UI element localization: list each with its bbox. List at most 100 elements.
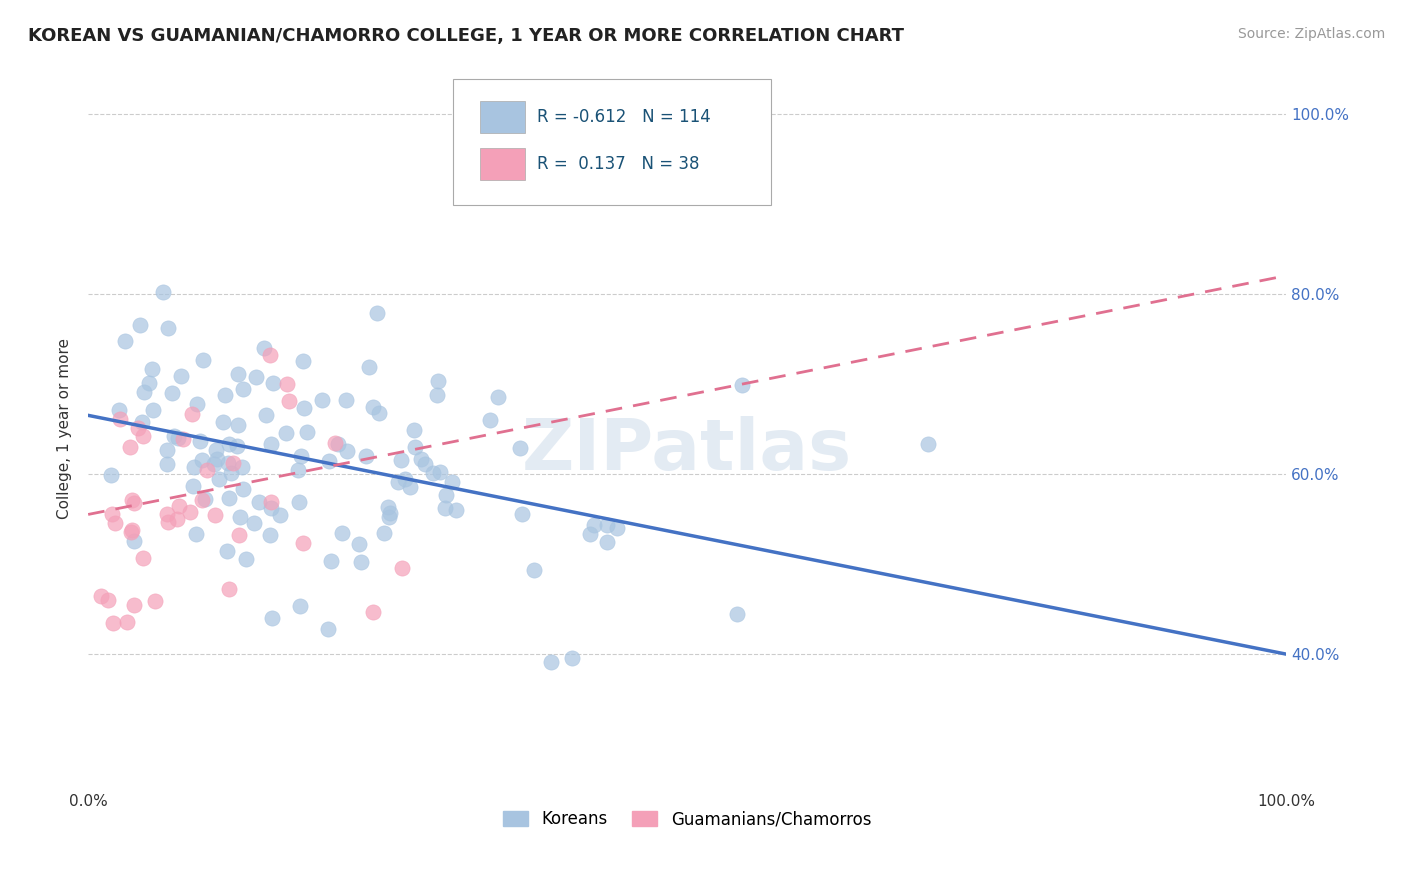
Point — [399, 480, 422, 494]
Point — [117, 615, 139, 629]
Point — [173, 432, 195, 446]
Point — [108, 412, 131, 426]
Point — [183, 459, 205, 474]
Point — [181, 408, 204, 422]
Point — [316, 622, 339, 636]
Point — [218, 491, 240, 505]
Point — [290, 449, 312, 463]
Point — [429, 465, 451, 479]
Point — [215, 544, 238, 558]
Point — [204, 457, 226, 471]
Point — [222, 457, 245, 471]
Point — [373, 526, 395, 541]
Point — [288, 494, 311, 508]
Point — [318, 453, 340, 467]
Point — [204, 508, 226, 522]
Point — [523, 563, 546, 577]
Point — [440, 475, 463, 490]
Point — [132, 550, 155, 565]
Point — [391, 561, 413, 575]
Point — [292, 401, 315, 416]
Point — [127, 421, 149, 435]
Text: KOREAN VS GUAMANIAN/CHAMORRO COLLEGE, 1 YEAR OR MORE CORRELATION CHART: KOREAN VS GUAMANIAN/CHAMORRO COLLEGE, 1 … — [28, 27, 904, 45]
Point — [156, 508, 179, 522]
Point — [311, 393, 333, 408]
Point — [160, 385, 183, 400]
Point — [366, 305, 388, 319]
Point — [731, 378, 754, 392]
Point — [156, 457, 179, 471]
Point — [219, 466, 242, 480]
Point — [232, 482, 254, 496]
Legend: Koreans, Guamanians/Chamorros: Koreans, Guamanians/Chamorros — [496, 804, 877, 835]
Point — [287, 463, 309, 477]
Point — [120, 440, 142, 454]
Point — [262, 611, 284, 625]
Text: Source: ZipAtlas.com: Source: ZipAtlas.com — [1237, 27, 1385, 41]
Point — [540, 655, 562, 669]
Point — [243, 516, 266, 530]
Point — [163, 428, 186, 442]
Point — [276, 425, 298, 440]
Point — [389, 453, 412, 467]
Y-axis label: College, 1 year or more: College, 1 year or more — [58, 338, 72, 519]
Text: R = -0.612   N = 114: R = -0.612 N = 114 — [537, 108, 711, 126]
Point — [190, 493, 212, 508]
Point — [259, 527, 281, 541]
Point — [402, 423, 425, 437]
Point — [132, 428, 155, 442]
Point — [166, 511, 188, 525]
Point — [394, 472, 416, 486]
Point — [486, 390, 509, 404]
Point — [128, 318, 150, 332]
Point — [218, 436, 240, 450]
Point — [152, 285, 174, 299]
Point — [254, 408, 277, 422]
Point — [156, 443, 179, 458]
Point — [143, 594, 166, 608]
Point — [212, 415, 235, 429]
Point — [228, 527, 250, 541]
Point — [157, 515, 180, 529]
Point — [226, 418, 249, 433]
Point — [262, 376, 284, 390]
Point — [217, 456, 239, 470]
Point — [260, 437, 283, 451]
Point — [606, 521, 628, 535]
Point — [411, 451, 433, 466]
Point — [434, 488, 457, 502]
Point — [122, 534, 145, 549]
Point — [509, 441, 531, 455]
Point — [218, 582, 240, 596]
Point — [361, 605, 384, 619]
Point — [122, 598, 145, 612]
Point — [169, 499, 191, 513]
Point — [260, 495, 283, 509]
Point — [101, 507, 124, 521]
Point — [121, 523, 143, 537]
FancyBboxPatch shape — [479, 101, 526, 134]
Point — [226, 367, 249, 381]
Point — [330, 525, 353, 540]
Point — [404, 440, 426, 454]
Point — [319, 554, 342, 568]
Point — [186, 397, 208, 411]
Point — [422, 466, 444, 480]
Point — [354, 449, 377, 463]
Point — [326, 437, 349, 451]
Point — [561, 651, 583, 665]
Point — [245, 370, 267, 384]
Point — [917, 437, 939, 451]
FancyBboxPatch shape — [479, 148, 526, 180]
Point — [191, 353, 214, 368]
Point — [377, 500, 399, 515]
Point — [434, 500, 457, 515]
Text: R =  0.137   N = 38: R = 0.137 N = 38 — [537, 155, 700, 173]
Point — [170, 369, 193, 384]
Point — [380, 506, 402, 520]
Point — [166, 431, 188, 445]
Point — [208, 472, 231, 486]
Point — [235, 552, 257, 566]
Point — [131, 415, 153, 429]
Point — [193, 492, 215, 507]
